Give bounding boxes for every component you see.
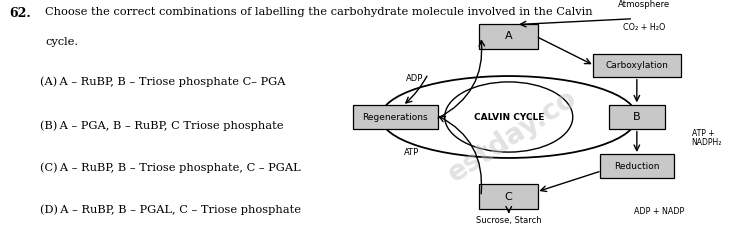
Text: cycle.: cycle. — [45, 37, 78, 48]
Text: Reduction: Reduction — [614, 162, 660, 171]
FancyBboxPatch shape — [353, 105, 438, 129]
Text: (C) A – RuBP, B – Triose phosphate, C – PGAL: (C) A – RuBP, B – Triose phosphate, C – … — [40, 163, 301, 173]
Text: A: A — [505, 31, 512, 41]
Text: Choose the correct combinations of labelling the carbohydrate molecule involved : Choose the correct combinations of label… — [45, 7, 593, 17]
Text: ADP + NADP: ADP + NADP — [634, 207, 684, 216]
Text: NADPH₂: NADPH₂ — [692, 138, 722, 147]
Text: ATP: ATP — [404, 148, 419, 157]
Text: B: B — [633, 112, 640, 122]
FancyBboxPatch shape — [609, 105, 665, 129]
Text: estday.co: estday.co — [443, 84, 582, 188]
Text: 62.: 62. — [9, 7, 31, 20]
FancyBboxPatch shape — [593, 54, 681, 77]
Text: (D) A – RuBP, B – PGAL, C – Triose phosphate: (D) A – RuBP, B – PGAL, C – Triose phosp… — [40, 205, 302, 215]
FancyBboxPatch shape — [479, 184, 538, 209]
Text: Regenerations: Regenerations — [362, 113, 428, 121]
FancyBboxPatch shape — [479, 24, 538, 49]
Text: ADP: ADP — [406, 74, 424, 83]
Text: ATP +: ATP + — [692, 129, 714, 138]
FancyBboxPatch shape — [600, 154, 674, 178]
Text: CO₂ + H₂O: CO₂ + H₂O — [623, 23, 665, 32]
Text: (A) A – RuBP, B – Triose phosphate C– PGA: (A) A – RuBP, B – Triose phosphate C– PG… — [40, 76, 285, 87]
Text: Carboxylation: Carboxylation — [605, 61, 668, 70]
Text: C: C — [505, 192, 512, 201]
Text: Atmosphere: Atmosphere — [618, 0, 671, 9]
Text: Sucrose, Starch: Sucrose, Starch — [476, 216, 542, 225]
Text: CALVIN CYCLE: CALVIN CYCLE — [474, 113, 544, 121]
Text: (B) A – PGA, B – RuBP, C Triose phosphate: (B) A – PGA, B – RuBP, C Triose phosphat… — [40, 121, 284, 131]
